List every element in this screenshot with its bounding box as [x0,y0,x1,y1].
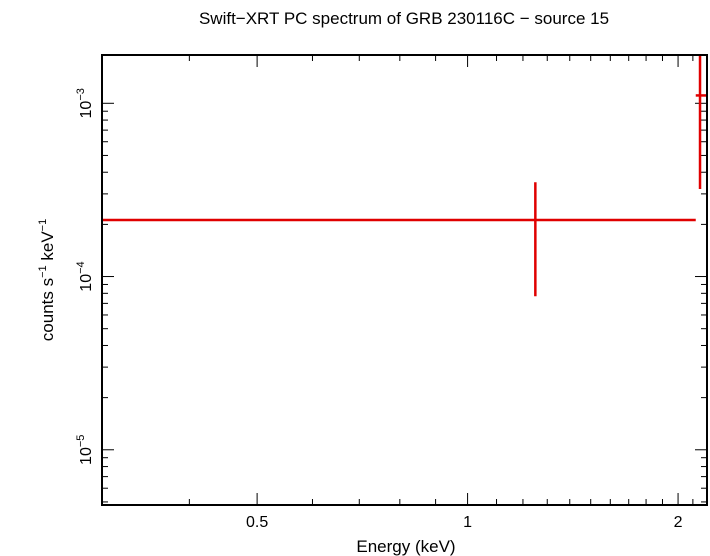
y-label-mid: keV [38,231,57,266]
x-axis-label: Energy (keV) [356,537,455,556]
data-points [102,55,707,297]
x-tick-label: 1 [463,514,472,531]
y-tick-exponent: −3 [75,88,87,101]
chart-title: Swift−XRT PC spectrum of GRB 230116C − s… [199,9,609,28]
y-tick-labels: 10−510−410−3 [75,88,95,465]
y-tick-base: 10 [78,274,95,292]
axis-ticks [101,55,708,505]
x-tick-labels: 0.5 1 2 [246,514,683,531]
x-tick-label: 0.5 [246,514,268,531]
data-point [102,182,696,297]
y-tick-base: 10 [78,447,95,465]
y-axis-label: counts s−1 keV−1 [37,219,57,341]
data-point [695,55,707,190]
y-tick-exponent: −4 [75,261,87,274]
y-tick-base: 10 [78,101,95,119]
x-tick-label: 2 [674,514,683,531]
y-tick-label: 10−5 [75,435,95,465]
y-tick-label: 10−3 [75,88,95,118]
plot-frame [101,54,708,506]
y-tick-label: 10−4 [75,261,95,291]
y-tick-exponent: −5 [75,435,87,448]
y-label-exp1: −1 [37,265,49,278]
y-label-exp2: −1 [37,219,49,232]
y-label-prefix: counts s [38,278,57,341]
